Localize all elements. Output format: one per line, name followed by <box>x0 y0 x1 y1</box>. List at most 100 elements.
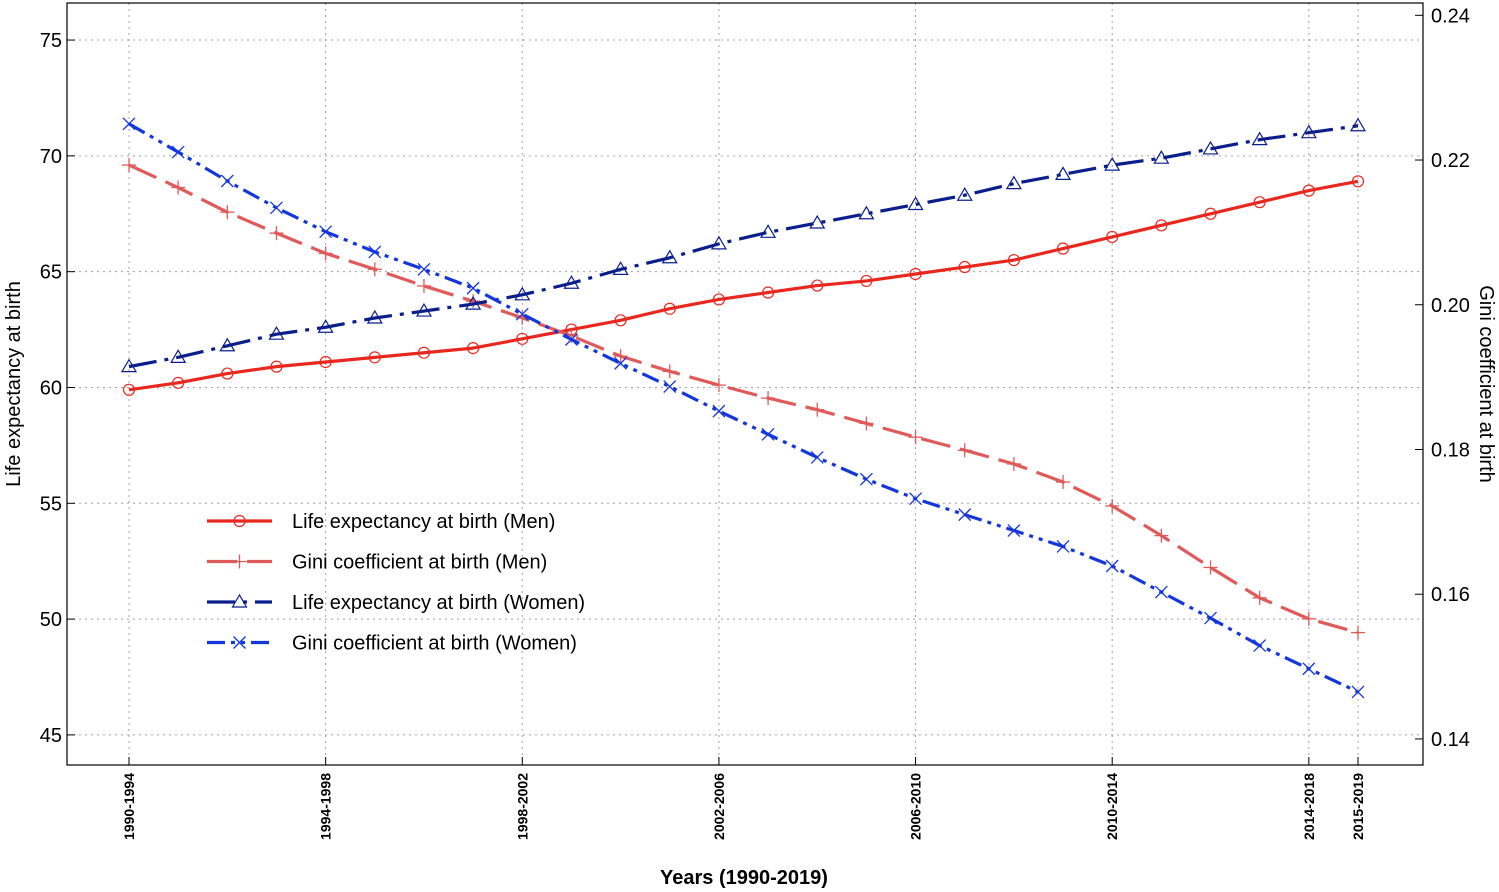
grid <box>67 3 1423 765</box>
marker-triangle <box>1153 149 1170 164</box>
marker-circle <box>958 260 971 274</box>
marker-x-b <box>319 225 333 239</box>
marker-triangle <box>858 205 875 220</box>
marker-circle <box>1056 242 1070 255</box>
marker-x-b <box>1105 559 1119 573</box>
marker-plus <box>859 416 874 431</box>
marker-plus <box>1056 475 1071 490</box>
marker-x <box>1351 685 1365 699</box>
y-tick-label-left: 45 <box>40 725 62 747</box>
marker-triangle <box>1005 175 1022 190</box>
y-tick-label-right: 0.18 <box>1431 439 1470 461</box>
marker-plus <box>1105 498 1120 513</box>
marker-triangle <box>231 593 248 608</box>
marker-plus <box>220 205 235 220</box>
marker-circle <box>319 355 332 369</box>
marker-x-b <box>1253 639 1267 653</box>
marker-x-b <box>270 201 283 215</box>
y-tick-label-right: 0.14 <box>1431 729 1470 751</box>
marker-x <box>233 636 246 649</box>
marker-triangle <box>661 249 678 264</box>
marker-circle <box>712 293 726 306</box>
marker-circle <box>172 376 185 389</box>
y-tick-label-right: 0.16 <box>1431 584 1470 606</box>
marker-plus <box>1006 456 1021 471</box>
marker-plus <box>761 391 776 406</box>
legend-item: Life expectancy at birth (Men) <box>207 511 555 533</box>
marker-circle <box>467 342 480 355</box>
marker-x-b <box>761 427 775 441</box>
legend-item: Life expectancy at birth (Women) <box>207 592 585 614</box>
marker-circle <box>1155 219 1168 232</box>
marker-x <box>466 281 480 295</box>
marker-x-b <box>712 404 726 418</box>
marker-x <box>515 307 529 321</box>
marker-triangle <box>366 309 383 324</box>
marker-triangle <box>612 261 629 275</box>
marker-x <box>1302 662 1316 676</box>
marker-x <box>220 174 234 188</box>
marker-triangle <box>1054 166 1072 180</box>
y-tick-label-left: 65 <box>40 262 62 284</box>
marker-circle <box>1007 253 1020 267</box>
marker-x <box>1204 611 1217 625</box>
x-tick-label: 2002-2006 <box>711 773 727 840</box>
marker-x-b <box>220 174 234 188</box>
marker-circle <box>417 346 431 359</box>
marker-plus <box>318 246 333 261</box>
marker-triangle <box>1251 131 1268 146</box>
legend-label: Gini coefficient at birth (Women) <box>292 633 577 655</box>
marker-plus <box>269 226 284 241</box>
legend: Life expectancy at birth (Men) Gini coeff… <box>207 511 585 655</box>
marker-circle <box>1106 230 1119 244</box>
marker-triangle <box>514 286 531 301</box>
legend-item: Gini coefficient at birth (Women) <box>207 633 577 655</box>
marker-circle <box>233 514 246 528</box>
marker-circle <box>614 314 627 327</box>
marker-plus <box>613 349 628 364</box>
y-tick-label-left: 55 <box>40 493 62 515</box>
marker-triangle <box>1202 140 1219 155</box>
marker-x <box>1154 585 1168 599</box>
marker-plus <box>1351 625 1365 640</box>
marker-x-b <box>958 508 972 522</box>
marker-plus <box>171 180 186 195</box>
marker-plus <box>232 554 247 569</box>
marker-triangle <box>563 275 580 289</box>
y-axis-title-right: Gini coefficient at birth <box>1475 285 1497 483</box>
marker-plus <box>1203 560 1218 575</box>
x-tick-label: 2010-2014 <box>1104 773 1120 840</box>
x-axis: 1990-1994 1994-1998 1998-2002 2002-2006 2006… <box>121 757 1366 840</box>
marker-x <box>712 404 726 418</box>
marker-x <box>1253 639 1267 653</box>
marker-x-b <box>1204 611 1217 625</box>
y-tick-label-right: 0.24 <box>1431 5 1470 27</box>
marker-x-b <box>1302 662 1316 676</box>
marker-x-b <box>564 333 578 346</box>
y-tick-label-right: 0.22 <box>1431 150 1470 172</box>
marker-circle <box>221 367 234 380</box>
marker-circle <box>1253 196 1266 209</box>
y-tick-label-left: 75 <box>40 30 62 52</box>
y-tick-label-right: 0.20 <box>1431 295 1470 317</box>
marker-circle <box>1302 184 1315 197</box>
marker-triangle <box>1349 117 1367 132</box>
plot-background <box>67 3 1423 765</box>
marker-circle <box>860 274 873 288</box>
marker-plus <box>1252 590 1267 605</box>
marker-x <box>1007 524 1021 537</box>
series-3 <box>122 117 1365 699</box>
marker-x <box>810 450 824 464</box>
x-tick-label: 1998-2002 <box>514 773 530 840</box>
marker-x <box>1056 539 1070 553</box>
marker-triangle <box>120 358 138 373</box>
x-tick-label: 2015-2019 <box>1350 773 1366 840</box>
marker-x <box>761 427 775 441</box>
x-tick-label: 2006-2010 <box>908 773 924 840</box>
marker-x <box>663 380 677 393</box>
marker-x-b <box>233 636 246 649</box>
marker-x-b <box>515 307 529 321</box>
marker-triangle <box>956 187 973 201</box>
marker-triangle <box>317 319 334 333</box>
marker-x <box>859 472 873 486</box>
